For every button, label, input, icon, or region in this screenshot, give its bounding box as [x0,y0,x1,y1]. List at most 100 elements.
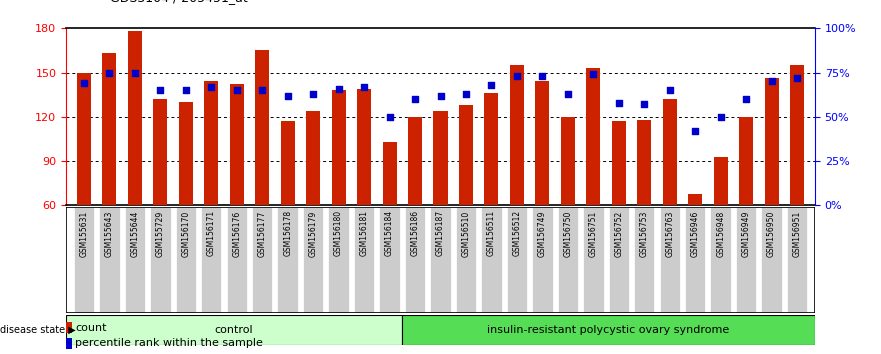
FancyBboxPatch shape [685,207,706,313]
Text: control: control [215,325,254,335]
Bar [66,338,72,349]
Text: GSM156178: GSM156178 [283,210,292,256]
FancyBboxPatch shape [787,207,807,313]
FancyBboxPatch shape [150,207,171,313]
FancyBboxPatch shape [74,207,94,313]
Bar [153,99,167,205]
Bar [688,194,702,205]
FancyBboxPatch shape [455,207,476,313]
FancyBboxPatch shape [354,207,374,313]
Point [536,73,550,79]
Point [255,87,270,93]
FancyBboxPatch shape [403,315,815,345]
Text: GSM155631: GSM155631 [79,210,88,257]
Text: GSM156181: GSM156181 [359,210,368,256]
Point [663,87,677,93]
Text: GSM156184: GSM156184 [385,210,394,256]
Text: GSM156179: GSM156179 [308,210,318,257]
Bar [485,93,499,205]
Text: GDS3104 / 205451_at: GDS3104 / 205451_at [110,0,248,4]
Text: GSM156510: GSM156510 [462,210,470,257]
FancyBboxPatch shape [380,207,400,313]
Point [561,91,575,97]
Bar [255,51,270,205]
Point [281,93,295,98]
Point [485,82,499,88]
Text: GSM156752: GSM156752 [614,210,623,257]
Bar [663,99,677,205]
Bar [637,120,651,205]
Text: GSM156750: GSM156750 [563,210,573,257]
Point [179,87,193,93]
Bar [102,53,116,205]
Text: GSM156948: GSM156948 [716,210,725,257]
Bar [611,121,626,205]
FancyBboxPatch shape [201,207,221,313]
Point [611,100,626,105]
FancyBboxPatch shape [736,207,757,313]
Text: GSM156171: GSM156171 [207,210,216,256]
Text: GSM156186: GSM156186 [411,210,419,256]
Bar [739,117,753,205]
Text: disease state ▶: disease state ▶ [0,325,76,335]
Bar [382,142,396,205]
FancyBboxPatch shape [609,207,629,313]
Bar [714,156,728,205]
FancyBboxPatch shape [634,207,655,313]
Bar [179,102,193,205]
Point [331,86,345,91]
FancyBboxPatch shape [252,207,272,313]
FancyBboxPatch shape [175,207,196,313]
Bar [561,117,575,205]
Text: GSM156176: GSM156176 [233,210,241,257]
FancyBboxPatch shape [278,207,298,313]
Text: GSM156946: GSM156946 [691,210,700,257]
Bar [510,65,524,205]
Bar [128,31,142,205]
Point [637,102,651,107]
Point [586,72,600,77]
Bar [66,322,72,333]
FancyBboxPatch shape [558,207,578,313]
FancyBboxPatch shape [329,207,349,313]
Bar [790,65,804,205]
Bar [765,79,779,205]
Text: GSM156753: GSM156753 [640,210,648,257]
FancyBboxPatch shape [660,207,680,313]
Bar [281,121,294,205]
Bar [204,81,218,205]
Point [230,87,244,93]
FancyBboxPatch shape [405,207,426,313]
Text: GSM156180: GSM156180 [334,210,343,256]
Text: GSM155644: GSM155644 [130,210,139,257]
Bar [433,111,448,205]
Text: GSM156177: GSM156177 [258,210,267,257]
Bar [536,81,550,205]
FancyBboxPatch shape [761,207,781,313]
Bar [357,89,371,205]
Point [357,84,371,90]
FancyBboxPatch shape [226,207,247,313]
Bar [306,111,320,205]
Point [408,96,422,102]
Text: GSM156951: GSM156951 [793,210,802,257]
FancyBboxPatch shape [507,207,527,313]
FancyBboxPatch shape [303,207,323,313]
FancyBboxPatch shape [481,207,501,313]
Text: GSM156949: GSM156949 [742,210,751,257]
Text: GSM156763: GSM156763 [665,210,674,257]
Point [77,80,91,86]
Point [128,70,142,75]
Point [433,93,448,98]
FancyBboxPatch shape [430,207,451,313]
Point [714,114,728,120]
Bar [408,117,422,205]
Text: GSM156511: GSM156511 [487,210,496,256]
Point [306,91,320,97]
Point [153,87,167,93]
Text: GSM155643: GSM155643 [105,210,114,257]
Point [790,75,804,81]
Point [382,114,396,120]
Point [204,84,218,90]
Text: GSM156170: GSM156170 [181,210,190,257]
